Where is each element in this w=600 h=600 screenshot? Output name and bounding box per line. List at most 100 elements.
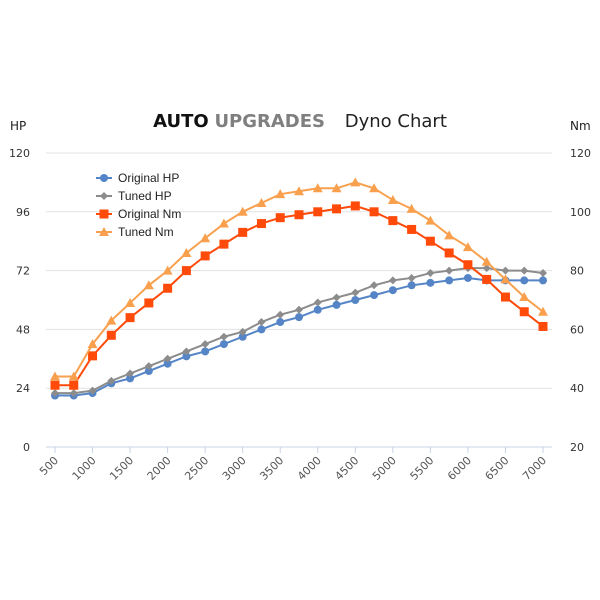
x-tick-label: 6000 [445,454,474,483]
original-hp-point [295,313,303,322]
original-hp-point [332,300,341,309]
x-tick-label: 2500 [182,454,211,483]
tuned-nm-point [406,203,417,213]
tuned-nm-point [519,292,530,302]
x-tick-label: 4000 [295,454,324,483]
y2-tick-label: 20 [570,441,584,454]
original-nm-point [444,248,454,258]
original-nm-point [50,380,60,390]
x-tick-label: 1500 [107,454,136,483]
y-tick-label: 120 [9,147,30,160]
legend-marker [100,192,108,200]
tuned-nm-point [181,247,192,257]
tuned-nm-point [256,197,267,207]
tuned-hp-point [351,288,360,297]
legend-label: Tuned Nm [118,225,174,239]
tuned-nm-point [143,280,154,290]
original-hp-point [520,276,529,285]
legend-marker [100,174,108,182]
tuned-nm-point [538,306,548,316]
tuned-hp-point [539,269,547,278]
original-nm-point [294,210,304,220]
tuned-hp-point [126,369,135,378]
original-hp-point [182,352,191,361]
tuned-nm-point [162,265,173,275]
x-tick-label: 3000 [220,454,249,483]
tuned-hp-point [370,281,379,290]
legend-label: Tuned HP [118,189,172,203]
original-nm-point [369,207,379,217]
tuned-hp-point [201,340,210,349]
legend-label: Original HP [118,171,179,185]
tuned-nm-point [369,183,380,193]
tuned-hp-point [520,266,529,275]
original-nm-point [425,236,435,246]
brand-upgrades: UPGRADES [214,111,326,132]
tuned-hp-point [182,347,191,356]
brand-auto: AUTO [153,111,209,132]
original-nm-point [519,307,529,317]
original-hp-point [201,347,210,356]
right-axis-unit: Nm [570,119,591,133]
x-tick-label: 2000 [145,454,174,483]
original-nm-point [181,266,191,276]
tuned-hp-point [238,327,247,336]
tuned-nm-point [275,189,286,199]
left-axis-unit: HP [10,119,27,133]
tuned-hp-point [426,269,435,278]
tuned-hp-point [107,376,116,385]
x-tick-label: 1000 [70,454,99,483]
original-nm-point [313,207,323,217]
original-hp-point [276,318,285,327]
original-hp-point [126,374,135,383]
x-tick-label: 500 [37,454,61,478]
tuned-nm-point [200,233,211,243]
original-nm-point [144,298,154,308]
tuned-hp-point [276,310,285,319]
original-nm-point [238,227,248,237]
tuned-nm-point [387,195,398,205]
chart-subtitle: Dyno Chart [344,111,447,132]
tuned-nm-point [237,206,248,216]
tuned-hp-point [88,386,97,395]
x-tick-label: 4500 [332,454,361,483]
y-tick-label: 0 [23,441,30,454]
legend-label: Original Nm [118,207,181,221]
x-tick-label: 7000 [520,454,549,483]
original-hp-point [257,325,266,334]
original-nm-point [163,283,173,293]
tuned-nm-point [50,371,60,381]
x-tick-label: 5500 [408,454,437,483]
original-hp-point [238,332,247,341]
y2-tick-label: 80 [570,265,584,278]
original-hp-point [370,291,379,300]
y-tick-label: 24 [16,382,30,395]
tuned-hp-point [51,389,59,398]
tuned-nm-point [500,274,511,284]
tuned-nm-point [218,218,229,228]
original-nm-point [88,351,98,361]
tuned-nm-point [106,315,117,325]
original-nm-point [332,204,342,214]
legend-marker [99,209,109,219]
original-hp-point [463,273,472,282]
original-nm-point [69,380,79,390]
original-hp-point [445,276,454,285]
x-tick-label: 3500 [257,454,286,483]
y2-tick-label: 100 [570,206,591,219]
tuned-hp-point [219,332,228,341]
original-nm-point [106,330,116,340]
original-nm-point [256,219,266,229]
original-nm-point [407,224,417,234]
tuned-nm-point [87,339,98,349]
x-tick-label: 6500 [483,454,512,483]
original-nm-point [388,216,398,226]
tuned-hp-point [388,276,397,285]
tuned-hp-point [163,354,172,363]
original-hp-point [351,296,360,304]
original-hp-point [313,305,322,314]
tuned-nm-point [125,297,136,307]
original-nm-point [275,213,285,223]
tuned-nm-point [331,183,342,193]
original-hp-point [388,286,397,295]
